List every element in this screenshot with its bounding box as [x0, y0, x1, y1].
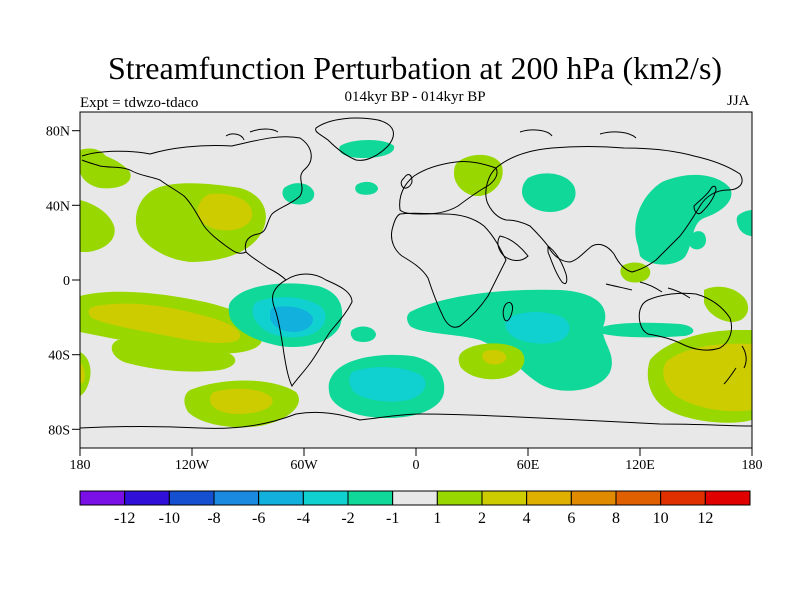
lon-label-0: 0 [413, 458, 420, 473]
lon-label-60e: 60E [517, 458, 540, 473]
contour-region-indian-ocean-neg [407, 289, 612, 391]
lat-label-80n: 80N [46, 125, 70, 140]
lat-label-40s: 40S [48, 349, 70, 364]
colorbar-labels: -12 -10 -8 -6 -4 -2 -1 1 2 4 6 8 10 12 [114, 510, 713, 527]
contour-region-siberia-pos [454, 154, 503, 196]
longitude-labels: 180 120W 60W 0 60E 120E 180 [70, 458, 763, 473]
contour-region-east-asia-neg-2 [690, 231, 706, 250]
contour-region-north-atlantic-neg-3 [355, 181, 378, 195]
latitude-ticks [72, 130, 80, 430]
longitude-ticks [79, 448, 753, 456]
colorbar-label: 2 [478, 510, 486, 527]
colorbar-swatch [570, 490, 617, 506]
colorbar-label: 12 [697, 510, 713, 527]
colorbar-label: -2 [341, 510, 354, 527]
lat-label-80s: 80S [48, 423, 70, 438]
contour-region-southwest-edge-core [80, 362, 85, 384]
colorbar-label: 1 [433, 510, 441, 527]
lon-label-120e: 120E [625, 458, 655, 473]
colorbar-swatch [526, 490, 572, 506]
coast-new-zealand [723, 345, 747, 385]
lon-label-120w: 120W [175, 458, 210, 473]
colorbar-swatch [704, 490, 751, 506]
colorbar [79, 490, 751, 506]
colorbar-swatch [213, 490, 260, 506]
coast-india [547, 244, 568, 285]
contour-region-south-indian-pos-core [482, 349, 507, 365]
coast-antarctica [80, 411, 752, 429]
experiment-label: Expt = tdwzo-tdaco [80, 95, 199, 111]
coast-australia [638, 292, 733, 351]
contour-region-central-asia-neg [522, 173, 576, 212]
contour-region-north-atlantic-neg [339, 140, 395, 158]
contour-region-australia-neg [598, 322, 694, 338]
contour-region-south-pacific-southern-core [210, 388, 273, 414]
colorbar-label: 10 [653, 510, 669, 527]
colorbar-swatch [168, 490, 215, 506]
contour-fields [80, 140, 752, 428]
contour-region-west-pacific-mid [80, 200, 115, 252]
lon-label-60w: 60W [290, 458, 318, 473]
coast-africa [391, 212, 507, 328]
coastlines [80, 117, 752, 429]
coast-arctic-islands [225, 128, 637, 141]
latitude-labels: 80N 40N 0 40S 80S [46, 125, 70, 439]
colorbar-label: -4 [297, 510, 310, 527]
colorbar-label: -10 [159, 510, 180, 527]
colorbar-swatch [660, 490, 706, 506]
page-title: Streamfunction Perturbation at 200 hPa (… [107, 50, 723, 86]
contour-region-indian-ocean-neg-2 [505, 312, 570, 344]
lon-label-180w: 180 [70, 458, 91, 473]
colorbar-label: -8 [207, 510, 220, 527]
colorbar-label: 8 [612, 510, 620, 527]
coast-japan [693, 185, 717, 215]
colorbar-swatch [79, 490, 126, 506]
colorbar-swatch [258, 490, 304, 506]
coast-madagascar [502, 301, 513, 322]
coast-north-america [81, 136, 312, 254]
colorbar-label: 6 [567, 510, 575, 527]
season-label: JJA [727, 93, 750, 109]
contour-region-south-atlantic-small [350, 326, 376, 342]
contour-region-arctic-pos [80, 148, 109, 171]
contour-region-australia-east [704, 286, 749, 322]
coast-greenland [315, 117, 394, 161]
lon-label-180e: 180 [742, 458, 763, 473]
lat-label-0: 0 [63, 274, 70, 289]
contour-region-new-zealand-pos-core [663, 343, 752, 412]
contour-region-northwest-pacific-edge [736, 210, 752, 236]
contour-region-south-pacific-core [88, 303, 241, 343]
colorbar-swatch [436, 490, 483, 506]
subtitle: 014kyr BP - 014kyr BP [344, 89, 486, 105]
colorbar-label: 4 [523, 510, 531, 527]
contour-region-southwest-edge [80, 352, 91, 396]
coast-arabia [497, 235, 529, 261]
coast-uk [400, 174, 413, 189]
colorbar-swatch [302, 490, 349, 506]
contour-region-south-atlantic-neg-2 [349, 367, 426, 402]
contour-region-south-america-neg-3 [270, 306, 313, 332]
colorbar-swatch [124, 490, 170, 506]
colorbar-swatch [481, 490, 528, 506]
coast-indonesia [605, 281, 691, 299]
lat-label-40n: 40N [46, 199, 70, 214]
colorbar-label: -12 [114, 510, 135, 527]
coast-central-america [245, 251, 287, 281]
colorbar-label: -1 [386, 510, 399, 527]
coast-south-america [272, 273, 353, 387]
colorbar-label: -6 [252, 510, 265, 527]
contour-region-north-atlantic-neg-2 [282, 183, 315, 205]
contour-region-east-asia-pos [620, 262, 651, 283]
coast-asia [485, 146, 743, 273]
colorbar-swatch [615, 490, 662, 506]
contour-region-south-pacific-high [111, 339, 236, 372]
colorbar-swatch [392, 490, 438, 506]
colorbar-swatch [347, 490, 394, 506]
contour-region-north-america-core [197, 193, 253, 231]
